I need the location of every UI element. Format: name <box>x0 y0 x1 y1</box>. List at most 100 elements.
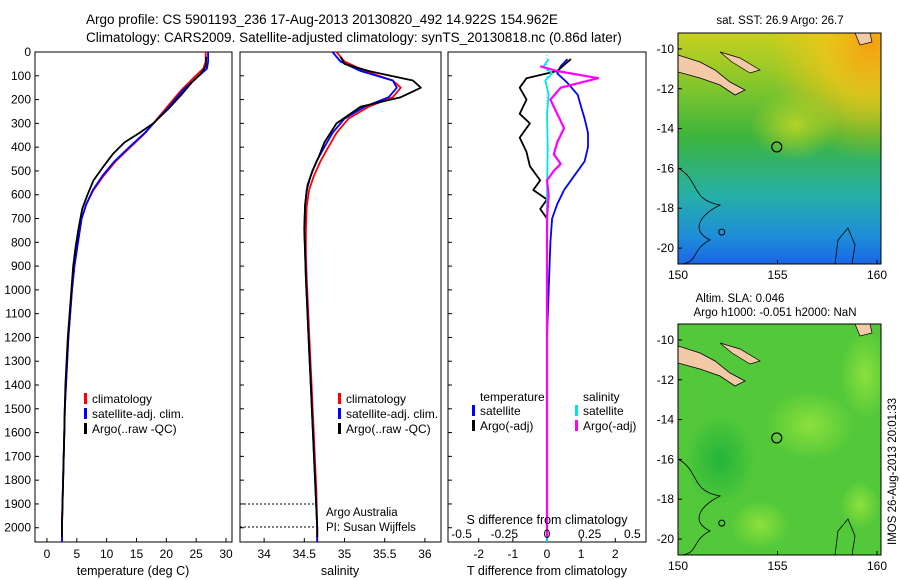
salinity-panel: 34 34.5 35 35.5 36 climatology satellite-adj… <box>239 51 442 578</box>
sst-island-ne <box>854 33 873 46</box>
depth-tick-label: 1100 <box>5 307 31 321</box>
salinity-legend: climatology satellite-adj. clim. Argo(..… <box>338 392 438 436</box>
lat-tick-label: -16 <box>657 452 675 466</box>
x-tick-label: 0 <box>44 547 51 561</box>
legend-swatch-argo <box>338 423 341 434</box>
temp-legend-argo: Argo(..raw -QC) <box>92 422 177 436</box>
diff-legend-s-argo: Argo(-adj) <box>583 419 636 433</box>
depth-tick-label: 1800 <box>4 473 31 487</box>
series-line-t-argo-adj- <box>518 58 572 538</box>
sla-map-frame <box>677 323 882 556</box>
sla-map-title-1: Altim. SLA: 0.046 <box>696 293 785 305</box>
depth-tick-label: 1300 <box>4 354 31 368</box>
legend-swatch-satellite <box>84 408 87 419</box>
sst-field <box>678 33 881 264</box>
legend-swatch-satellite <box>338 408 341 419</box>
temperature-plot-frame <box>34 51 233 543</box>
x-tick-label: 35 <box>338 547 352 561</box>
sla-high-blob <box>765 390 855 460</box>
lat-tick-label: -14 <box>657 122 675 136</box>
s-diff-tick-label: 0.25 <box>578 527 602 541</box>
x-tick-label: 34.5 <box>293 547 317 561</box>
series-line-argo-raw-qc- <box>61 56 208 538</box>
lon-tick-label: 155 <box>767 268 787 282</box>
lon-tick-label: 160 <box>867 268 887 282</box>
depth-axis-ticks: 0 100 200 300 400 500 600 700 800 900 1000 1100 1200… <box>4 45 39 535</box>
series-line-t-satellite <box>546 58 589 542</box>
depth-tick-label: 1900 <box>4 497 31 511</box>
sla-low-blob <box>685 415 755 505</box>
diff-legend-temperature-title: temperature <box>480 390 545 404</box>
legend-swatch-s-argo <box>575 420 578 431</box>
depth-tick-label: 900 <box>11 259 31 273</box>
sst-contour-east <box>834 227 856 264</box>
sla-high-blob-south <box>730 500 790 550</box>
sst-y-ticks: -10 -12 -14 -16 -18 -20 <box>657 42 682 255</box>
difference-x-label: T difference from climatology <box>467 564 628 578</box>
diff-legend-s-satellite: satellite <box>583 404 624 418</box>
header-line-2: Climatology: CARS2009. Satellite-adjuste… <box>86 30 622 45</box>
depth-tick-label: 700 <box>11 212 31 226</box>
depth-tick-label: 1200 <box>4 330 31 344</box>
sla-island <box>719 342 761 365</box>
temp-legend-climatology: climatology <box>92 392 152 406</box>
x-tick-label: 2 <box>612 547 619 561</box>
x-tick-label: 35.5 <box>373 547 397 561</box>
depth-tick-label: 300 <box>11 116 31 130</box>
lon-tick-label: 160 <box>867 559 887 573</box>
x-tick-label: 25 <box>190 547 204 561</box>
sst-map-frame <box>677 32 882 265</box>
x-tick-label: 34 <box>257 547 271 561</box>
sla-field <box>678 324 881 555</box>
sst-x-ticks: 150 155 160 <box>668 260 887 282</box>
x-tick-label: -1 <box>508 547 519 561</box>
sla-high-blob-east <box>840 330 881 420</box>
depth-tick-label: 1000 <box>4 283 31 297</box>
x-tick-label: 10 <box>100 547 114 561</box>
sst-coast-landmass <box>678 54 746 96</box>
sst-argo-position-marker <box>771 141 783 153</box>
salinity-x-label: salinity <box>321 564 360 578</box>
sla-island-ne <box>854 324 873 337</box>
legend-swatch-argo <box>84 423 87 434</box>
depth-tick-label: 100 <box>11 69 31 83</box>
legend-swatch-t-argo <box>472 420 475 431</box>
header-line-1: Argo profile: CS 5901193_236 17-Aug-2013… <box>86 12 558 27</box>
sst-small-marker <box>718 228 726 236</box>
x-tick-label: 36 <box>418 547 432 561</box>
sla-y-ticks: -10 -12 -14 -16 -18 -20 <box>657 333 682 546</box>
sst-contour-west <box>678 167 722 264</box>
depth-tick-label: 1600 <box>4 426 31 440</box>
s-diff-tick-label: 0.5 <box>624 527 641 541</box>
lat-tick-label: -10 <box>657 333 675 347</box>
salinity-x-ticks: 34 34.5 35 35.5 36 <box>257 538 432 561</box>
sla-coast-landmass <box>678 345 746 387</box>
depth-tick-label: 400 <box>11 140 31 154</box>
depth-tick-label: 2000 <box>4 521 31 535</box>
lat-tick-label: -12 <box>657 82 675 96</box>
sla-argo-position-marker <box>771 432 783 444</box>
lat-tick-label: -20 <box>657 241 675 255</box>
series-line-s-argo-adj- <box>539 65 600 538</box>
legend-swatch-climatology <box>338 393 341 404</box>
legend-swatch-s-satellite <box>575 405 578 416</box>
salinity-lines <box>303 52 422 542</box>
sst-map-panel: sat. SST: 26.9 Argo: 26.7 -10-12-14-16-1… <box>657 15 888 282</box>
x-tick-label: 1 <box>578 547 585 561</box>
lon-tick-label: 150 <box>668 268 688 282</box>
x-tick-label: 20 <box>160 547 174 561</box>
lat-tick-label: -20 <box>657 532 675 546</box>
lat-tick-label: -18 <box>657 201 675 215</box>
diff-legend-t-argo: Argo(-adj) <box>480 419 533 433</box>
temperature-panel: 0100200300400500600700800900100011001200… <box>4 45 233 578</box>
lat-tick-label: -14 <box>657 413 675 427</box>
sal-legend-climatology: climatology <box>346 392 406 406</box>
x-tick-label: 5 <box>73 547 80 561</box>
series-line-argo-raw-qc- <box>303 56 422 538</box>
sla-high-blob-se <box>840 480 880 530</box>
sla-map-title-2: Argo h1000: -0.051 h2000: NaN <box>693 307 856 319</box>
lon-tick-label: 150 <box>668 559 688 573</box>
difference-lines <box>518 58 600 542</box>
temperature-lines <box>61 52 210 542</box>
salinity-annotation-line-1: Argo Australia <box>326 507 398 519</box>
